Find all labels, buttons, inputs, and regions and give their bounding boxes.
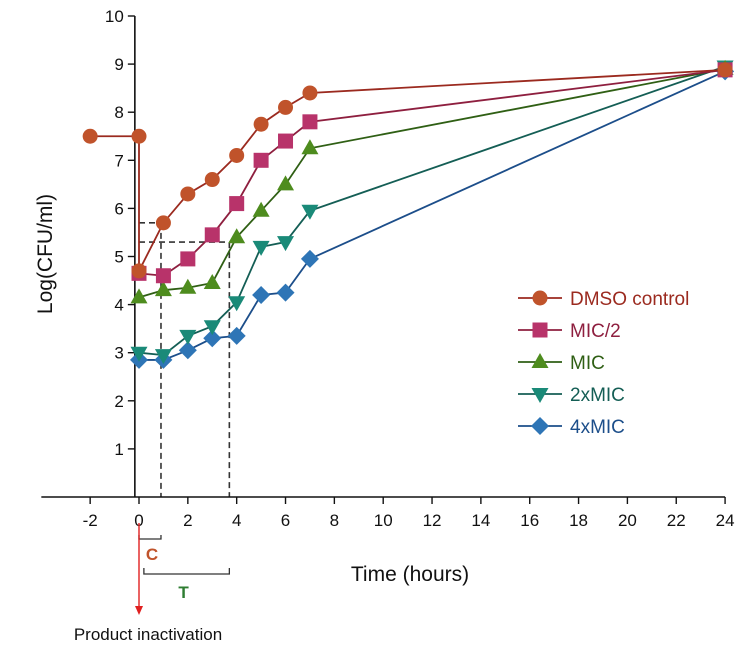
data-point bbox=[180, 251, 196, 267]
y-tick-label: 3 bbox=[114, 344, 123, 363]
c-label: C bbox=[146, 545, 158, 564]
y-tick-label: 1 bbox=[114, 440, 123, 459]
data-point bbox=[131, 128, 147, 144]
legend-item: MIC/2 bbox=[518, 321, 621, 342]
data-point bbox=[203, 329, 222, 348]
legend-item: 2xMIC bbox=[518, 385, 625, 406]
legend-swatch-marker bbox=[532, 322, 548, 338]
x-tick-label: 22 bbox=[667, 511, 686, 530]
legend-label: MIC bbox=[570, 353, 605, 374]
x-tick-label: 18 bbox=[569, 511, 588, 530]
data-point bbox=[130, 288, 148, 304]
y-tick-label: 4 bbox=[114, 296, 123, 315]
series-line bbox=[138, 68, 726, 277]
data-point bbox=[130, 346, 148, 362]
data-point bbox=[229, 147, 245, 163]
legend-label: DMSO control bbox=[570, 289, 689, 310]
data-point bbox=[179, 278, 197, 294]
y-axis-title: Log(CFU/ml) bbox=[34, 194, 57, 314]
data-point bbox=[277, 175, 295, 191]
inactivation-arrow-head bbox=[135, 606, 143, 615]
data-point bbox=[252, 240, 270, 256]
annotations: C T Product inactivation bbox=[74, 523, 231, 644]
data-point bbox=[154, 349, 172, 365]
data-point bbox=[253, 152, 269, 168]
data-point bbox=[253, 116, 269, 132]
t-label: T bbox=[178, 583, 189, 602]
data-point bbox=[154, 281, 172, 297]
x-tick-label: 4 bbox=[232, 511, 241, 530]
data-point bbox=[278, 133, 294, 149]
series-4xmic bbox=[130, 62, 735, 369]
x-tick-label: 24 bbox=[716, 511, 735, 530]
legend-item: DMSO control bbox=[518, 289, 689, 310]
data-point bbox=[276, 283, 295, 302]
data-point bbox=[278, 99, 294, 115]
series-line bbox=[138, 65, 726, 357]
series-mic bbox=[130, 59, 734, 304]
data-point bbox=[302, 85, 318, 101]
y-tick-label: 10 bbox=[105, 7, 124, 26]
data-point bbox=[229, 196, 245, 212]
data-point bbox=[252, 285, 271, 304]
data-point bbox=[82, 128, 98, 144]
data-point bbox=[178, 341, 197, 360]
data-point bbox=[252, 201, 270, 217]
series-2xmic bbox=[130, 60, 734, 365]
legend-item: MIC bbox=[518, 353, 605, 374]
data-point bbox=[301, 204, 319, 220]
t-bracket bbox=[143, 568, 231, 575]
legend-label: 4xMIC bbox=[570, 417, 625, 438]
c-bracket bbox=[138, 535, 162, 540]
y-tick-label: 2 bbox=[114, 392, 123, 411]
y-tick-label: 7 bbox=[114, 151, 123, 170]
data-point bbox=[302, 114, 318, 130]
series-dmso-control bbox=[82, 62, 733, 279]
data-point bbox=[204, 172, 220, 188]
y-tick-label: 8 bbox=[114, 103, 123, 122]
x-tick-label: 2 bbox=[183, 511, 192, 530]
data-point bbox=[155, 215, 171, 231]
data-point bbox=[131, 263, 147, 279]
y-tick-label: 6 bbox=[114, 199, 123, 218]
y-tick-label: 9 bbox=[114, 55, 123, 74]
data-point bbox=[179, 329, 197, 345]
series bbox=[82, 59, 735, 369]
x-axis-title: Time (hours) bbox=[351, 563, 469, 586]
inactivation-label: Product inactivation bbox=[74, 625, 222, 644]
data-point bbox=[228, 228, 246, 244]
x-tick-label: 8 bbox=[330, 511, 339, 530]
data-point bbox=[277, 236, 295, 252]
legend-swatch-marker bbox=[532, 290, 548, 306]
x-tick-label: 6 bbox=[281, 511, 290, 530]
x-tick-label: 14 bbox=[471, 511, 490, 530]
data-point bbox=[155, 268, 171, 284]
y-tick-label: 5 bbox=[114, 248, 123, 267]
x-tick-label: 16 bbox=[520, 511, 539, 530]
legend-label: MIC/2 bbox=[570, 321, 621, 342]
legend-swatch-marker bbox=[531, 353, 549, 368]
data-point bbox=[300, 249, 319, 268]
x-tick-label: 10 bbox=[374, 511, 393, 530]
x-tick-label: 12 bbox=[423, 511, 442, 530]
series-line bbox=[138, 68, 726, 299]
x-tick-label: -2 bbox=[83, 511, 98, 530]
legend-swatch-marker bbox=[531, 417, 549, 435]
x-tick-label: 0 bbox=[134, 511, 143, 530]
data-point bbox=[203, 273, 221, 289]
data-point bbox=[301, 139, 319, 155]
x-tick-label: 20 bbox=[618, 511, 637, 530]
legend: DMSO control MIC/2 MIC 2xMIC 4xMIC bbox=[518, 289, 689, 438]
legend-item: 4xMIC bbox=[518, 417, 625, 438]
data-point bbox=[227, 326, 246, 345]
data-point bbox=[228, 296, 246, 312]
legend-label: 2xMIC bbox=[570, 385, 625, 406]
data-point bbox=[203, 320, 221, 336]
data-point bbox=[204, 227, 220, 243]
data-point bbox=[180, 186, 196, 202]
data-point bbox=[717, 62, 733, 78]
legend-swatch-marker bbox=[531, 388, 549, 403]
